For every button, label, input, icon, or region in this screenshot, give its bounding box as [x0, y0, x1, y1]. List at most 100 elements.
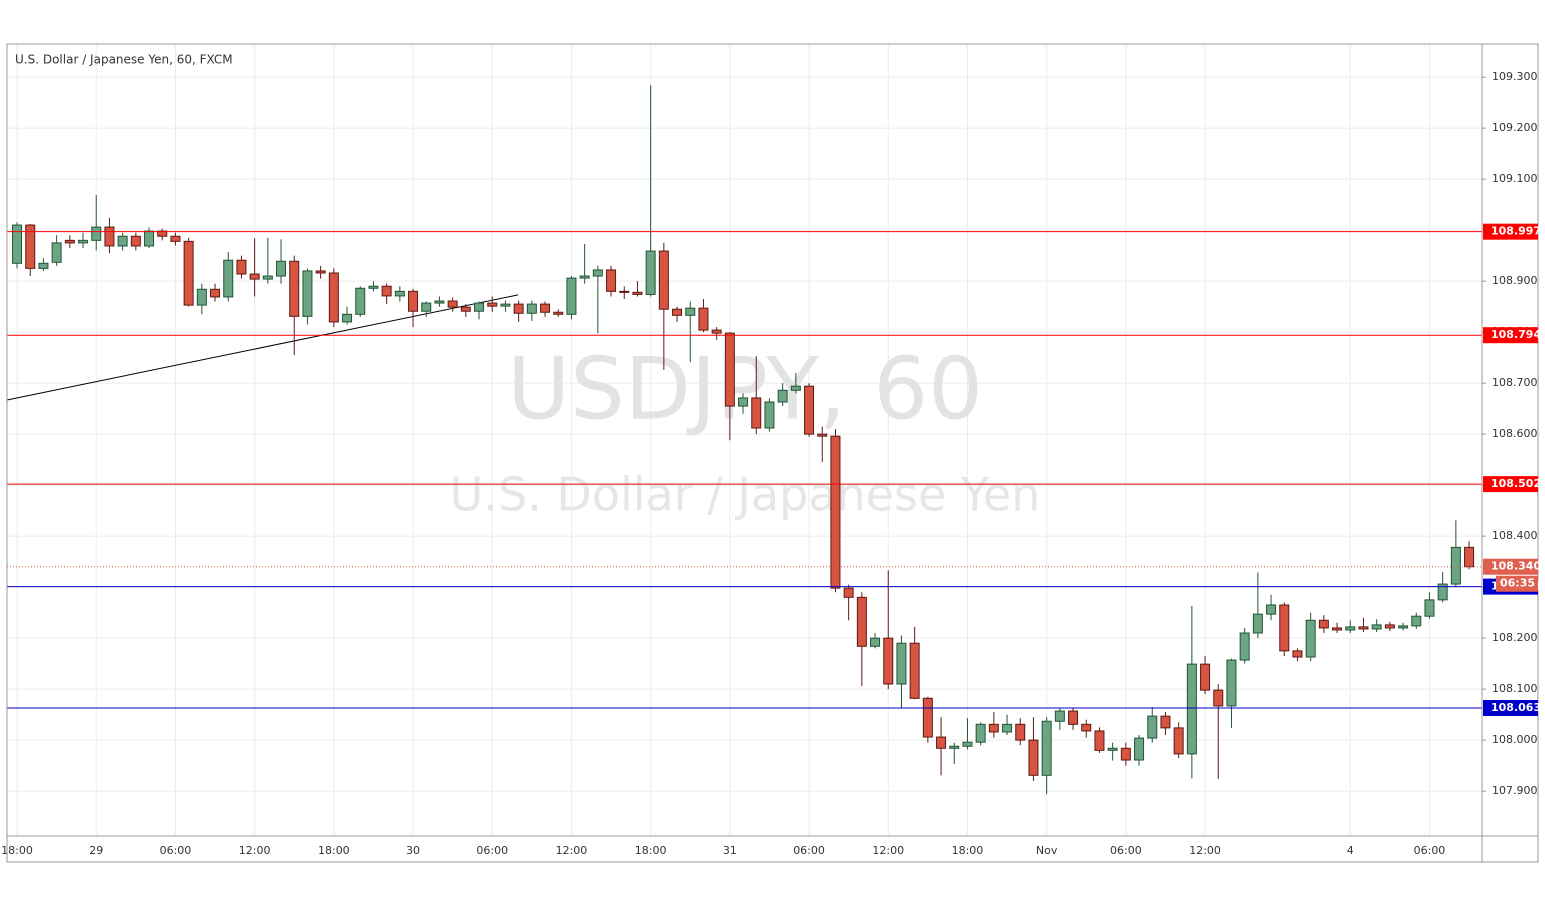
candle-body [408, 290, 419, 312]
candle-body [1279, 604, 1290, 652]
candle-body [1437, 583, 1448, 601]
candle-body [1305, 619, 1316, 658]
candle-body [817, 433, 828, 437]
candle-body [1107, 747, 1118, 751]
candle-body [1041, 720, 1052, 776]
candle-body [1068, 710, 1079, 725]
x-tick-label: 12:00 [556, 844, 588, 857]
candle-body [777, 389, 788, 403]
candle-body [1028, 739, 1039, 776]
level-label: 108.063 [1491, 701, 1541, 714]
candle-body [1266, 604, 1277, 615]
candle-body [460, 306, 471, 312]
candle-body [421, 302, 432, 312]
y-tick-label: 109.200 [1492, 121, 1538, 134]
candle-body [262, 275, 273, 280]
candle-body [975, 723, 986, 743]
candle-body [130, 235, 141, 247]
candle-body [434, 300, 445, 304]
candle-body [1384, 624, 1395, 629]
candle-body [91, 226, 102, 241]
x-tick-label: 31 [723, 844, 737, 857]
level-label: 108.794 [1491, 328, 1541, 341]
candle-body [592, 269, 603, 277]
y-tick-label: 109.100 [1492, 172, 1538, 185]
candle-body [1371, 624, 1382, 630]
candle-body [394, 290, 405, 297]
candle-body [896, 642, 907, 685]
candle-body [38, 262, 49, 269]
x-tick-label: 30 [406, 844, 420, 857]
candle-body [1173, 727, 1184, 755]
y-tick-label: 108.400 [1492, 529, 1538, 542]
candle-body [1081, 723, 1092, 732]
x-tick-label: 18:00 [635, 844, 667, 857]
candle-body [289, 260, 300, 317]
candle-body [368, 285, 379, 289]
y-tick-label: 108.900 [1492, 274, 1538, 287]
candle-body [1134, 737, 1145, 761]
candle-body [12, 224, 23, 264]
x-tick-label: 12:00 [872, 844, 904, 857]
candle-body [685, 307, 696, 316]
candle-body [751, 397, 762, 429]
countdown-bg [1496, 575, 1538, 592]
candle-body [711, 329, 722, 334]
y-tick-label: 108.100 [1492, 682, 1538, 695]
candle-body [540, 303, 551, 313]
candle-body [553, 311, 564, 315]
y-tick-label: 108.600 [1492, 427, 1538, 440]
candle-body [513, 303, 524, 314]
candle-body [936, 736, 947, 749]
candle-body [474, 302, 485, 312]
candle-body [117, 235, 128, 247]
candle-body [1292, 650, 1303, 658]
candle-body [698, 307, 709, 331]
candle-body [1160, 715, 1171, 729]
candle-body [1186, 663, 1197, 755]
candle-body [1450, 546, 1461, 585]
trend-line [6, 294, 519, 401]
candle-body [302, 270, 313, 317]
candle-body [1120, 747, 1131, 761]
candle-body [223, 259, 234, 298]
last-price-label: 108.340 [1491, 560, 1541, 573]
x-tick-label: 06:00 [793, 844, 825, 857]
candle-body [672, 308, 683, 316]
candle-body [64, 239, 75, 244]
candle-body [579, 275, 590, 279]
candle-body [1054, 710, 1065, 722]
x-tick-label: 18:00 [952, 844, 984, 857]
candle-body [78, 239, 89, 244]
candle-body [949, 745, 960, 749]
candle-body [856, 596, 867, 647]
level-label-bg [1483, 223, 1538, 240]
candle-body [962, 741, 973, 747]
watermark: USDJPY, 60 [507, 339, 983, 439]
candle-body [619, 290, 630, 293]
candle-body [843, 587, 854, 598]
last-price-bg [1483, 558, 1538, 575]
candle-body [1002, 723, 1013, 733]
candle-body [25, 224, 36, 269]
candle-body [381, 285, 392, 297]
candle-body [830, 435, 841, 589]
candle-body [249, 273, 260, 280]
candle-body [1226, 659, 1237, 707]
candle-body [315, 270, 326, 274]
x-tick-label: 29 [89, 844, 103, 857]
candle-body [922, 697, 933, 738]
candle-body [1147, 715, 1158, 739]
candle-body [1094, 730, 1105, 751]
candle-body [500, 303, 511, 307]
y-tick-label: 109.300 [1492, 70, 1538, 83]
candle-body [1213, 689, 1224, 707]
candle-body [487, 302, 498, 307]
level-label-bg [1483, 327, 1538, 344]
x-tick-label: 18:00 [318, 844, 350, 857]
candle-body [645, 250, 656, 295]
candle-body [51, 242, 62, 263]
candle-body [328, 272, 339, 323]
candle-body [1424, 599, 1435, 617]
